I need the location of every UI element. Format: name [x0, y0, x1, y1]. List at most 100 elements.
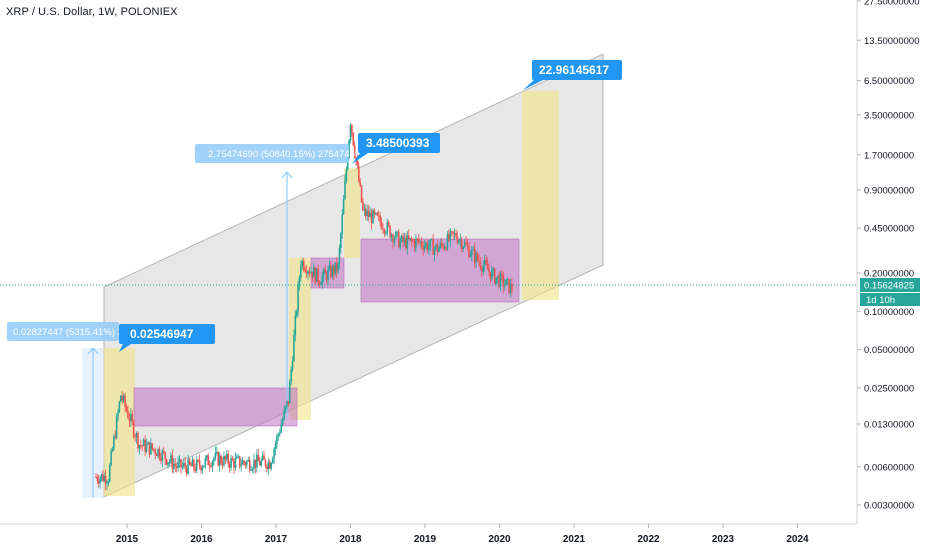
- candle-body: [342, 199, 345, 215]
- accumulation-box-2018[interactable]: [360, 238, 520, 303]
- candle-body: [171, 455, 174, 469]
- candle-body: [369, 212, 371, 217]
- candle-body: [100, 474, 103, 479]
- candle-body: [124, 395, 126, 407]
- candle-body: [349, 124, 352, 141]
- candle-body: [426, 242, 429, 251]
- candle-body: [277, 434, 280, 436]
- candle-body: [455, 233, 457, 238]
- accumulation-box-2015[interactable]: [133, 387, 298, 427]
- candle-body: [180, 459, 182, 468]
- candle-body: [428, 246, 430, 251]
- time-tick-label: 2021: [563, 534, 586, 545]
- candle-body: [274, 443, 277, 450]
- candle-body: [208, 465, 211, 467]
- candle-body: [360, 185, 363, 203]
- candle-body: [145, 444, 148, 452]
- candle-body: [128, 418, 131, 422]
- candle-body: [325, 272, 328, 281]
- candle-body: [267, 461, 270, 470]
- measure-label-2014[interactable]: 0.02827447 (5315.41%) 2827447: [7, 322, 155, 341]
- candle-body: [217, 451, 220, 466]
- candle-body: [498, 275, 500, 287]
- projected-pump-box[interactable]: [522, 91, 559, 300]
- price-label-target[interactable]: 22.96145617: [523, 60, 622, 90]
- price-label-target-text: 22.96145617: [539, 63, 609, 77]
- pump-box-2014[interactable]: [104, 348, 135, 496]
- candle-body: [287, 401, 290, 404]
- candle-body: [191, 459, 194, 467]
- candle-body: [448, 234, 450, 241]
- candle-body: [183, 462, 185, 466]
- price-tick-label: 6.50000000: [864, 76, 914, 87]
- candle-body: [165, 459, 168, 465]
- candle-body: [298, 277, 301, 286]
- candle-body: [264, 459, 267, 467]
- candle-body: [430, 239, 433, 241]
- candle-body: [110, 451, 112, 466]
- candle-body: [423, 245, 426, 250]
- candle-body: [203, 465, 205, 468]
- candle-body: [157, 448, 159, 456]
- measure-label-2017[interactable]: 2.75474690 (50840.15%) 275474690: [195, 144, 365, 163]
- candle-body: [200, 466, 202, 471]
- candle-body: [458, 240, 460, 243]
- candle-body: [353, 145, 356, 157]
- candle-body: [283, 410, 285, 420]
- candle-body: [211, 461, 214, 467]
- candle-body: [351, 124, 353, 133]
- candle-body: [416, 238, 419, 240]
- candle-body: [224, 455, 227, 460]
- candle-body: [471, 249, 473, 256]
- candle-body: [99, 478, 101, 484]
- candle-body: [184, 462, 187, 468]
- candle-body: [419, 241, 422, 243]
- candle-body: [511, 283, 513, 292]
- candlestick-series[interactable]: [95, 123, 513, 491]
- time-tick-label: 2018: [339, 534, 362, 545]
- candle-body: [387, 222, 390, 226]
- price-tick-label: 0.02500000: [864, 383, 914, 394]
- candle-body: [181, 465, 184, 468]
- candle-body: [204, 458, 207, 466]
- price-tick-label: 1.70000000: [864, 150, 914, 161]
- price-label-2018[interactable]: 3.48500393: [352, 133, 440, 164]
- time-tick-label: 2019: [414, 534, 437, 545]
- candle-body: [395, 231, 397, 239]
- candle-body: [332, 266, 335, 275]
- measure-tool-2017[interactable]: [281, 171, 293, 418]
- pump-box-2017[interactable]: [289, 258, 311, 420]
- candle-body: [481, 267, 483, 272]
- candle-body: [508, 279, 510, 294]
- pump-box-2017b[interactable]: [344, 168, 360, 258]
- candle-body: [377, 215, 380, 217]
- price-tick-label: 3.50000000: [864, 110, 914, 121]
- candle-body: [173, 464, 175, 469]
- candle-body: [456, 237, 459, 243]
- candle-body: [449, 231, 452, 241]
- price-label-2014[interactable]: 0.02546947: [119, 324, 215, 352]
- candle-body: [482, 265, 485, 272]
- time-tick-label: 2016: [190, 534, 213, 545]
- candle-body: [446, 234, 449, 250]
- candle-body: [406, 235, 409, 249]
- price-axis[interactable]: 27.50000000 13.50000000 6.50000000 3.500000…: [857, 0, 919, 512]
- candle-body: [256, 454, 258, 468]
- candle-body: [390, 234, 393, 238]
- candle-body: [177, 462, 179, 469]
- candle-body: [170, 455, 172, 462]
- candle-body: [228, 463, 231, 468]
- candle-body: [151, 443, 154, 449]
- candle-body: [445, 247, 447, 250]
- candle-body: [435, 244, 437, 249]
- candle-body: [140, 445, 142, 447]
- candle-body: [127, 410, 129, 419]
- time-axis[interactable]: 2015 2016 2017 2018 2019 2020 2021 2022 2023 2024: [116, 524, 809, 545]
- candle-body: [190, 464, 192, 467]
- measure-tool-2014[interactable]: [82, 347, 103, 498]
- candle-body: [486, 263, 489, 270]
- candle-body: [436, 244, 439, 253]
- candle-body: [260, 460, 262, 466]
- current-price-tag[interactable]: 0.15624825 1d 10h: [860, 278, 920, 306]
